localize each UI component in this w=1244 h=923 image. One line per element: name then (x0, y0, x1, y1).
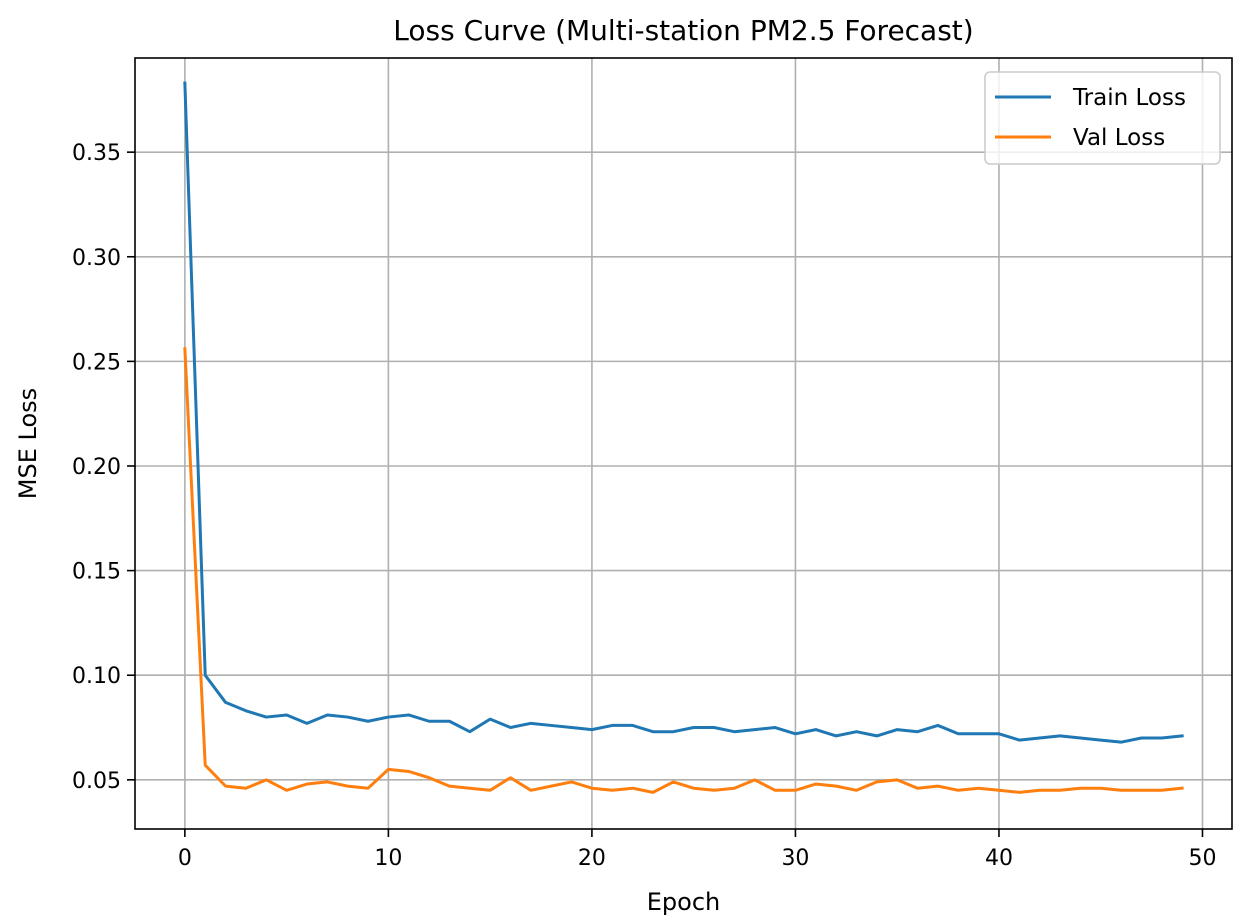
legend-box (984, 71, 1221, 165)
y-tick-label: 0.15 (72, 560, 121, 585)
x-axis-label: Epoch (647, 888, 721, 916)
x-tick-label: 30 (781, 846, 809, 871)
legend-label-train-loss: Train Loss (1072, 85, 1186, 111)
plot-frame (134, 57, 1233, 830)
series-line-val-loss (183, 347, 1184, 794)
legend-label-val-loss: Val Loss (1073, 125, 1165, 151)
y-axis-label: MSE Loss (14, 388, 42, 499)
grid (135, 58, 1232, 829)
series-line-train-loss (183, 81, 1184, 744)
x-tick-label: 40 (985, 846, 1013, 871)
ticks: 0 10 20 30 40 50 0.05 0.10 0.15 0.20 0.25 0.30 0.35 (72, 141, 1216, 871)
x-tick-label: 50 (1188, 846, 1216, 871)
y-tick-label: 0.35 (72, 141, 121, 166)
y-tick-label: 0.05 (72, 769, 121, 794)
y-tick-label: 0.25 (72, 350, 121, 375)
legend: Train Loss Val Loss (984, 71, 1221, 165)
y-tick-label: 0.20 (72, 455, 121, 480)
x-tick-label: 0 (178, 846, 192, 871)
chart-title: Loss Curve (Multi-station PM2.5 Forecast… (393, 14, 973, 47)
y-tick-label: 0.10 (72, 664, 121, 689)
series-layer (183, 81, 1184, 794)
x-tick-label: 10 (374, 846, 402, 871)
x-tick-label: 20 (578, 846, 606, 871)
y-tick-label: 0.30 (72, 246, 121, 271)
